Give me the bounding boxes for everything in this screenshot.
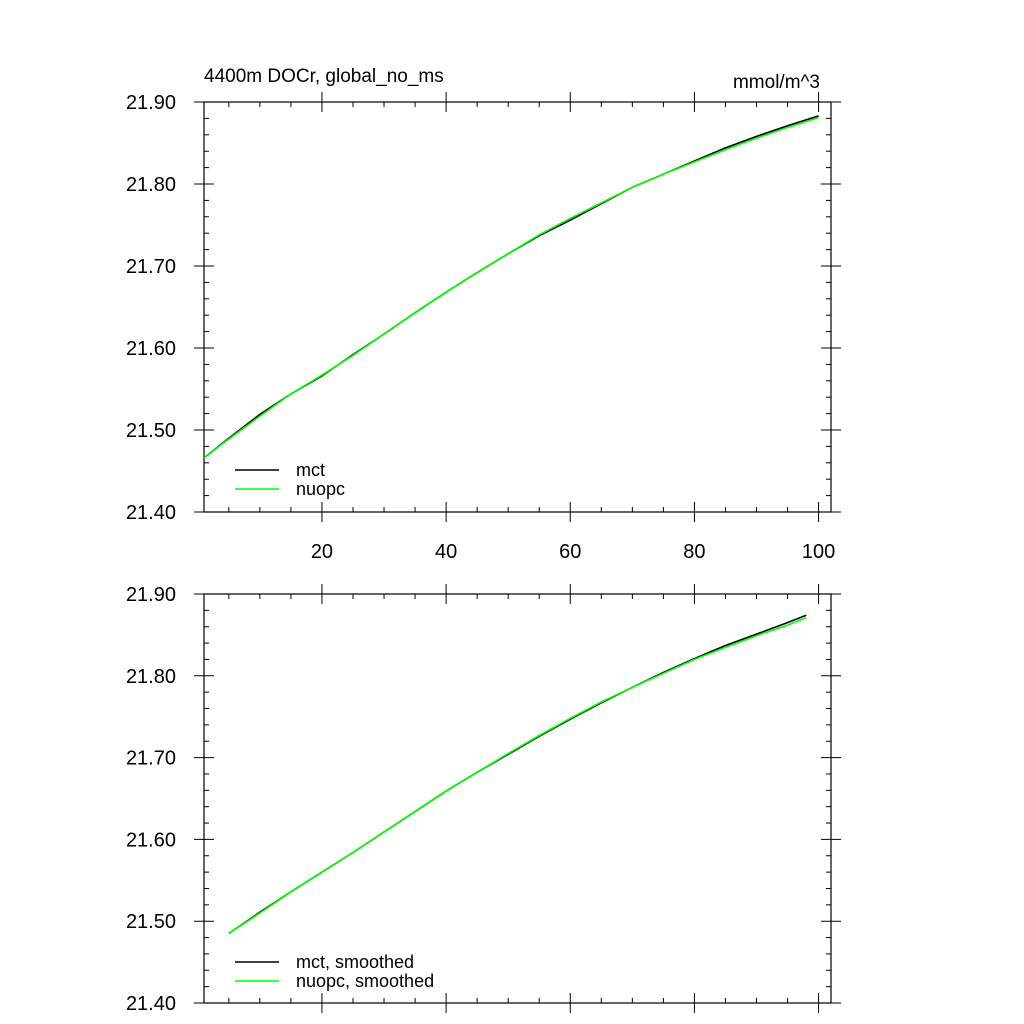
units-label: mmol/m^3 bbox=[733, 72, 820, 93]
y-tick-label: 21.80 bbox=[126, 174, 176, 196]
plot-frame bbox=[203, 101, 832, 513]
x-tick-label: 80 bbox=[683, 541, 705, 563]
plot-frame bbox=[203, 593, 832, 1004]
y-tick-label: 21.50 bbox=[126, 420, 176, 442]
legend-label-mct-smoothed: mct, smoothed bbox=[296, 952, 414, 972]
y-tick-label: 21.80 bbox=[126, 666, 176, 688]
series-line-nuopc bbox=[203, 116, 819, 459]
legend-label-mct: mct bbox=[296, 460, 325, 480]
y-tick-label: 21.90 bbox=[126, 584, 176, 606]
x-tick-label: 40 bbox=[435, 541, 457, 563]
bottom-legend: mct, smoothed nuopc, smoothed bbox=[235, 952, 434, 991]
panel-title: 4400m DOCr, global_no_ms bbox=[204, 66, 444, 87]
x-tick-label: 20 bbox=[311, 541, 333, 563]
y-tick-label: 21.90 bbox=[126, 92, 176, 114]
top-panel: 4400m DOCr, global_no_ms mmol/m^3 20 40 60… bbox=[126, 66, 841, 563]
x-tick-label: 100 bbox=[802, 541, 835, 563]
y-tick-label: 21.60 bbox=[126, 829, 176, 851]
series-line-nuopc-smoothed bbox=[228, 616, 807, 935]
legend-label-nuopc-smoothed: nuopc, smoothed bbox=[296, 971, 434, 991]
y-tick-label: 21.70 bbox=[126, 748, 176, 770]
bottom-plot-area: 21.40 21.50 21.60 21.70 21.80 21.90 bbox=[126, 584, 841, 1015]
y-tick-label: 21.50 bbox=[126, 911, 176, 933]
top-legend: mct nuopc bbox=[235, 460, 345, 499]
y-tick-label: 21.40 bbox=[126, 502, 176, 524]
y-tick-label: 21.40 bbox=[126, 993, 176, 1015]
top-plot-area: 20 40 60 80 100 21.40 21.50 21.60 21.70 21.80 21.9… bbox=[126, 92, 841, 563]
legend-label-nuopc: nuopc bbox=[296, 479, 345, 499]
bottom-panel: 21.40 21.50 21.60 21.70 21.80 21.90 mct, smoo… bbox=[126, 584, 841, 1015]
y-tick-label: 21.60 bbox=[126, 338, 176, 360]
x-tick-label: 60 bbox=[559, 541, 581, 563]
y-tick-label: 21.70 bbox=[126, 256, 176, 278]
